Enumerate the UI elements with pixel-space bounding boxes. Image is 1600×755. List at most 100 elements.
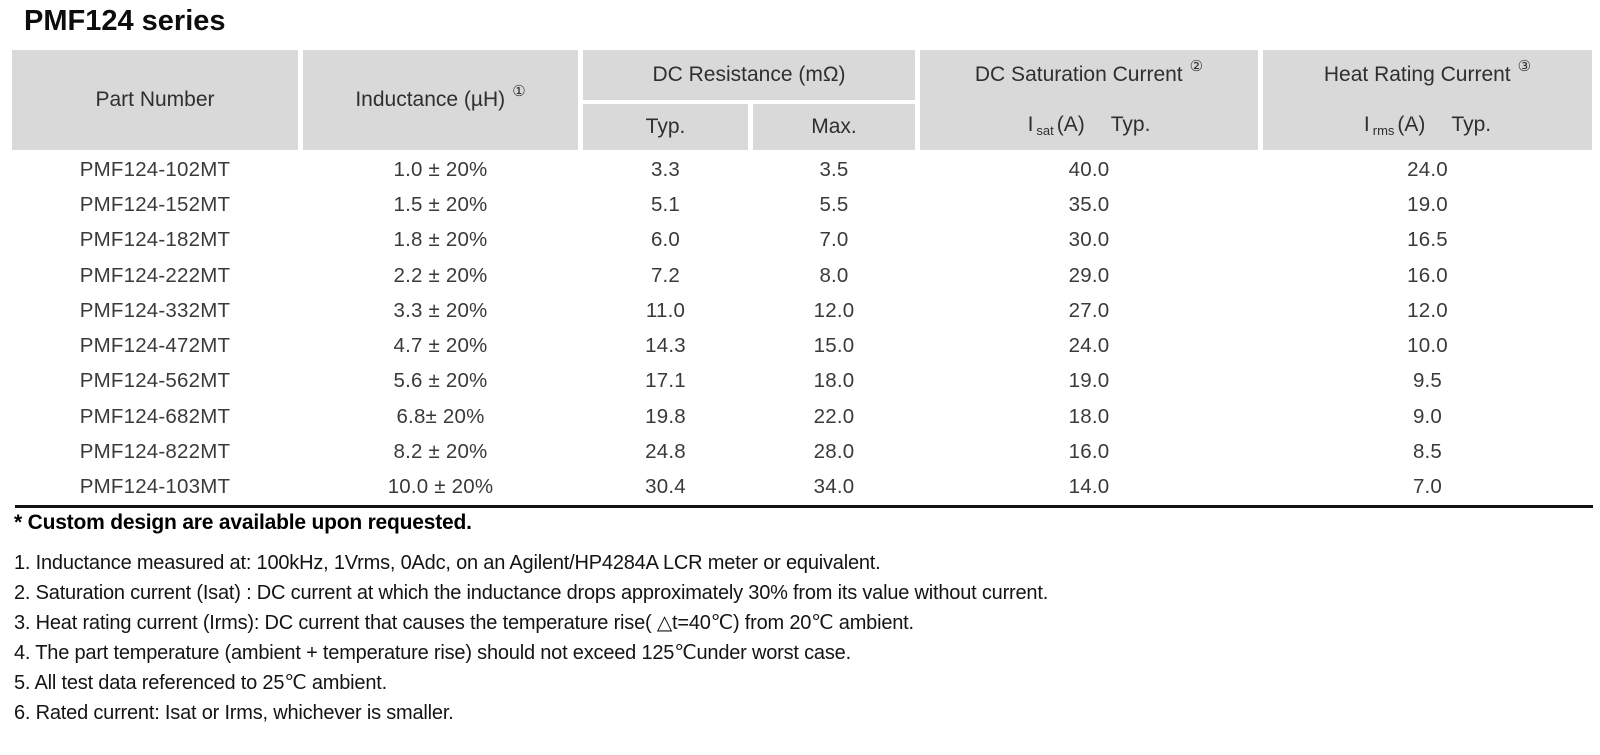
irms-symbol: I xyxy=(1363,113,1370,136)
cell-isat: 35.0 xyxy=(1068,192,1110,216)
footnote-ref-1-icon: ① xyxy=(512,83,526,100)
cell-irms: 10.0 xyxy=(1407,334,1448,358)
header-dc-resistance-label: DC Resistance (mΩ) xyxy=(652,63,846,86)
cell-dcr-max: 3.5 xyxy=(819,157,849,181)
cell-dcr-typ: 24.8 xyxy=(645,440,686,464)
isat-unit: (A) xyxy=(1056,113,1085,136)
cell-isat: 27.0 xyxy=(1068,298,1110,322)
table-row: PMF124-472MT 4.7 ± 20% 14.3 15.0 24.0 10… xyxy=(12,328,1592,363)
table-row: PMF124-562MT 5.6 ± 20% 17.1 18.0 19.0 9.… xyxy=(12,364,1592,399)
cell-dcr-typ: 19.8 xyxy=(645,404,686,428)
table-body: PMF124-102MT 1.0 ± 20% 3.3 3.5 40.0 24.0… xyxy=(12,152,1592,505)
cell-inductance: 1.0 ± 20% xyxy=(393,157,488,181)
cell-dcr-typ: 30.4 xyxy=(645,475,686,499)
table-row: PMF124-102MT 1.0 ± 20% 3.3 3.5 40.0 24.0 xyxy=(12,152,1592,187)
cell-inductance: 4.7 ± 20% xyxy=(393,334,488,358)
cell-part-number: PMF124-822MT xyxy=(79,440,231,464)
cell-part-number: PMF124-102MT xyxy=(79,157,231,181)
table-row: PMF124-152MT 1.5 ± 20% 5.1 5.5 35.0 19.0 xyxy=(12,187,1592,222)
page-title: PMF124 series xyxy=(24,5,226,37)
cell-inductance: 10.0 ± 20% xyxy=(387,475,494,499)
cell-irms: 8.5 xyxy=(1412,440,1443,464)
cell-irms: 9.5 xyxy=(1412,369,1443,393)
cell-dcr-max: 7.0 xyxy=(819,228,849,252)
table-row: PMF124-332MT 3.3 ± 20% 11.0 12.0 27.0 12… xyxy=(12,293,1592,328)
footnotes-list: 1. Inductance measured at: 100kHz, 1Vrms… xyxy=(14,548,1048,728)
custom-design-note: * Custom design are available upon reque… xyxy=(14,511,472,534)
header-dc-resistance-subrow: Typ. Max. xyxy=(583,104,915,150)
cell-inductance: 3.3 ± 20% xyxy=(393,298,488,322)
cell-isat: 40.0 xyxy=(1068,157,1110,181)
header-heat-label: Heat Rating Current xyxy=(1323,63,1511,86)
footnote-5: 5. All test data referenced to 25℃ ambie… xyxy=(14,672,387,694)
cell-isat: 18.0 xyxy=(1068,404,1110,428)
isat-symbol: I xyxy=(1027,113,1034,136)
cell-dcr-typ: 7.2 xyxy=(650,263,681,287)
cell-dcr-max: 22.0 xyxy=(813,404,855,428)
irms-typ-label: Typ. xyxy=(1451,113,1492,136)
cell-isat: 19.0 xyxy=(1068,369,1110,393)
header-divider xyxy=(583,100,915,104)
cell-dcr-max: 12.0 xyxy=(813,298,855,322)
cell-dcr-max: 34.0 xyxy=(813,475,855,499)
cell-dcr-max: 5.5 xyxy=(819,192,849,216)
cell-isat: 16.0 xyxy=(1068,440,1110,464)
cell-irms: 16.5 xyxy=(1407,228,1448,252)
isat-typ-label: Typ. xyxy=(1110,113,1151,136)
cell-part-number: PMF124-682MT xyxy=(79,404,231,428)
bottom-rule xyxy=(15,505,1593,508)
cell-part-number: PMF124-182MT xyxy=(79,228,231,252)
cell-isat: 24.0 xyxy=(1068,334,1110,358)
cell-isat: 29.0 xyxy=(1068,263,1110,287)
header-dcr-typ: Typ. xyxy=(583,104,748,150)
cell-irms: 7.0 xyxy=(1412,475,1443,499)
table-header: Part Number Inductance (µH) ① DC Resista… xyxy=(12,50,1592,150)
table-row: PMF124-222MT 2.2 ± 20% 7.2 8.0 29.0 16.0 xyxy=(12,258,1592,293)
footnote-1: 1. Inductance measured at: 100kHz, 1Vrms… xyxy=(14,552,881,574)
irms-unit: (A) xyxy=(1397,113,1426,136)
header-inductance-label: Inductance (µH) xyxy=(355,88,506,111)
cell-inductance: 1.5 ± 20% xyxy=(393,192,488,216)
cell-part-number: PMF124-222MT xyxy=(79,263,231,287)
cell-inductance: 6.8± 20% xyxy=(396,404,485,428)
cell-dcr-max: 18.0 xyxy=(813,369,855,393)
footnote-6: 6. Rated current: Isat or Irms, whicheve… xyxy=(14,702,454,724)
footnote-ref-2-icon: ② xyxy=(1189,58,1204,75)
cell-inductance: 2.2 ± 20% xyxy=(393,263,488,287)
cell-irms: 9.0 xyxy=(1412,404,1443,428)
cell-dcr-typ: 17.1 xyxy=(645,369,686,393)
cell-dcr-max: 15.0 xyxy=(813,334,855,358)
cell-part-number: PMF124-332MT xyxy=(79,298,231,322)
header-part-number: Part Number xyxy=(12,50,298,150)
cell-dcr-typ: 14.3 xyxy=(645,334,686,358)
header-dc-resistance: DC Resistance (mΩ) xyxy=(583,50,915,100)
cell-inductance: 1.8 ± 20% xyxy=(393,228,488,252)
irms-subscript: rms xyxy=(1372,122,1395,138)
cell-part-number: PMF124-562MT xyxy=(79,369,231,393)
header-dc-resistance-group: DC Resistance (mΩ) Typ. Max. xyxy=(583,50,915,150)
footnote-4: 4. The part temperature (ambient + tempe… xyxy=(14,642,851,664)
footnote-ref-3-icon: ③ xyxy=(1517,58,1532,75)
table-row: PMF124-682MT 6.8± 20% 19.8 22.0 18.0 9.0 xyxy=(12,399,1592,434)
cell-irms: 12.0 xyxy=(1407,298,1448,322)
cell-part-number: PMF124-472MT xyxy=(79,334,231,358)
cell-inductance: 5.6 ± 20% xyxy=(393,369,488,393)
cell-dcr-typ: 5.1 xyxy=(650,192,681,216)
header-dcr-max: Max. xyxy=(753,104,915,150)
cell-irms: 24.0 xyxy=(1407,157,1448,181)
cell-isat: 30.0 xyxy=(1068,228,1110,252)
cell-part-number: PMF124-152MT xyxy=(79,192,231,216)
table-row: PMF124-103MT 10.0 ± 20% 30.4 34.0 14.0 7… xyxy=(12,470,1592,505)
footnote-2: 2. Saturation current (Isat) : DC curren… xyxy=(14,582,1049,604)
cell-inductance: 8.2 ± 20% xyxy=(393,440,488,464)
cell-part-number: PMF124-103MT xyxy=(79,475,231,499)
cell-dcr-max: 28.0 xyxy=(813,440,855,464)
header-saturation-title: DC Saturation Current ② xyxy=(920,50,1258,100)
table-row: PMF124-182MT 1.8 ± 20% 6.0 7.0 30.0 16.5 xyxy=(12,223,1592,258)
header-dcr-max-label: Max. xyxy=(811,115,857,138)
